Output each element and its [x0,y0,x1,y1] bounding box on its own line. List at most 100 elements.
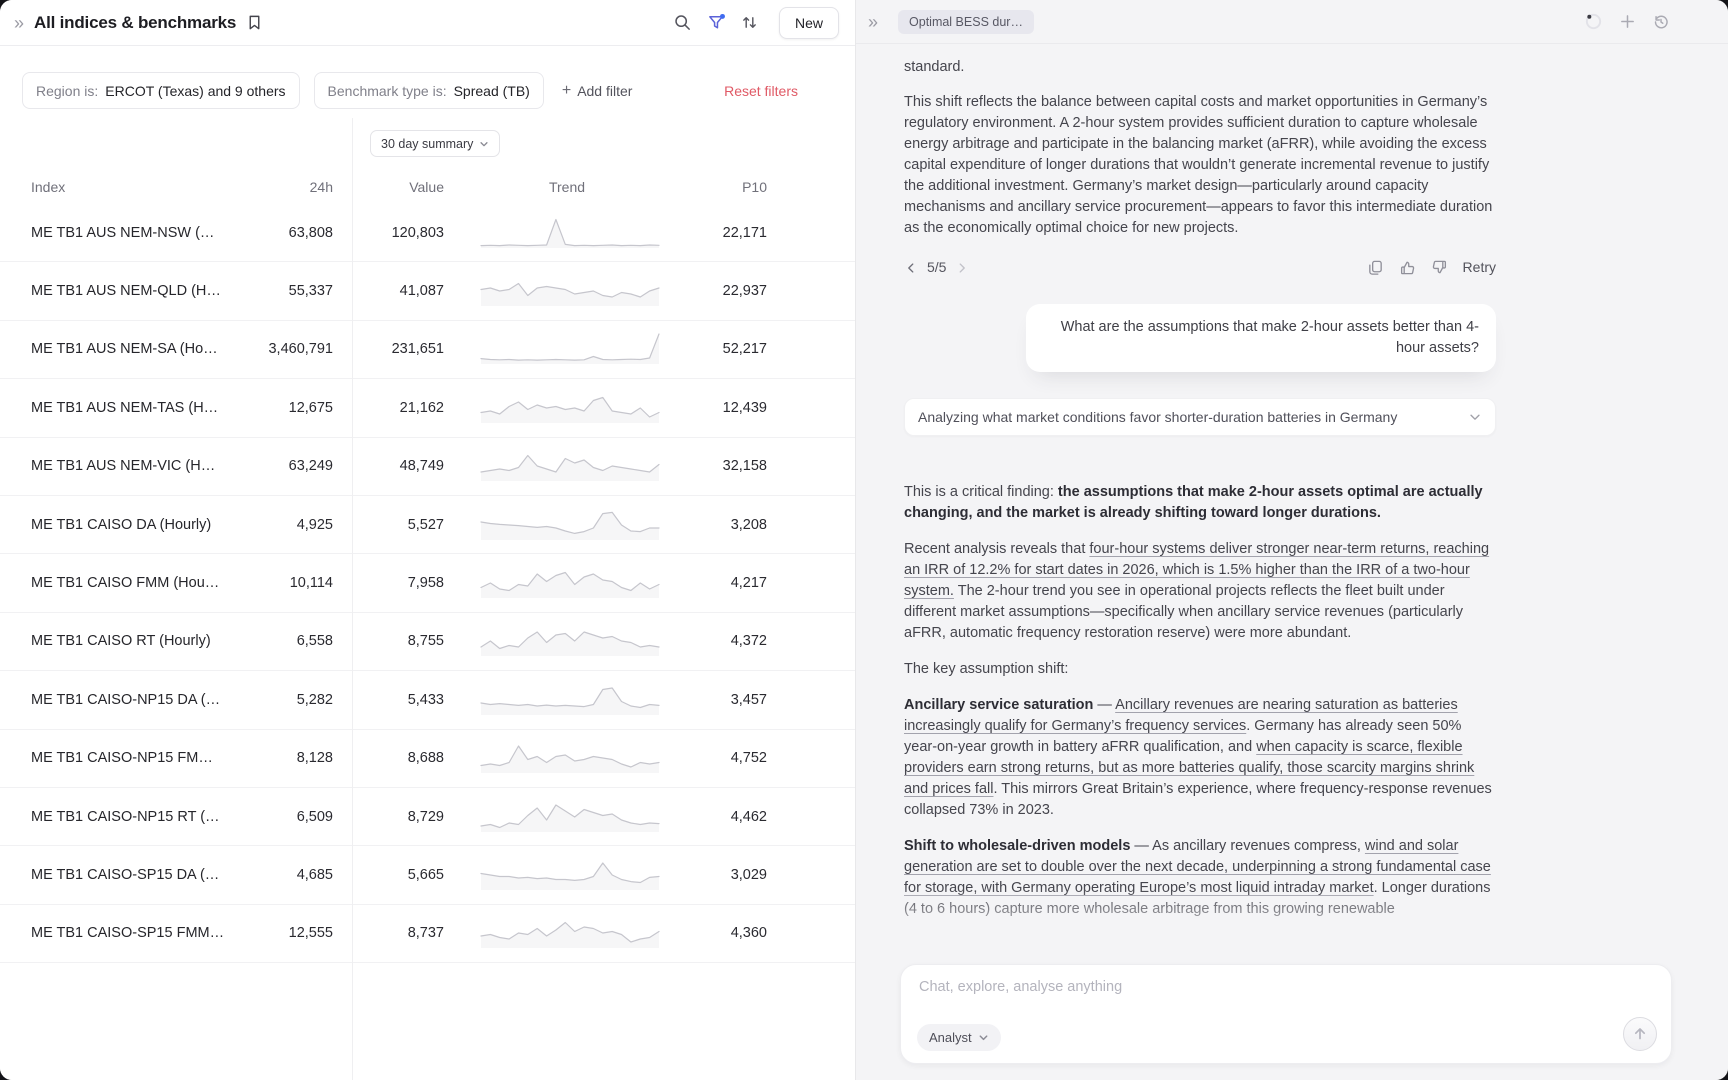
trend-sparkline [444,857,690,893]
new-chat-icon[interactable] [1619,13,1636,30]
add-filter-button[interactable]: + Add filter [561,81,633,99]
index-name: ME TB1 AUS NEM-SA (Ho… [31,341,218,358]
table-row[interactable]: ME TB1 AUS NEM-TAS (H… 12,675 21,162 12,… [0,379,855,438]
filter-pill-benchmark-type[interactable]: Benchmark type is: Spread (TB) [313,72,544,109]
citation-link[interactable]: Ancillary revenues are nearing saturatio… [904,697,1458,734]
search-icon[interactable] [673,13,692,32]
table-row[interactable]: ME TB1 CAISO FMM (Hou… 10,114 7,958 4,21… [0,554,855,613]
value: 41,087 [399,283,444,300]
panel-collapse-icon[interactable]: » [14,12,25,33]
bold-text: the assumptions that make 2-hour assets … [904,484,1483,521]
value: 8,755 [407,633,444,650]
copy-icon[interactable] [1367,259,1384,276]
column-header-p10[interactable]: P10 [742,179,767,195]
retry-button[interactable]: Retry [1462,259,1496,275]
trend-sparkline [444,507,690,543]
table-row[interactable]: ME TB1 CAISO-SP15 FMM… 12,555 8,737 4,36… [0,905,855,964]
reset-filters-button[interactable]: Reset filters [724,82,798,99]
24h-value: 3,460,791 [268,341,333,358]
24h-value: 12,675 [288,399,333,416]
chat-panel: » Optimal BESS dur… standard. This shift… [855,0,1728,1080]
text-segment: . Germany has already seen 50% year-on-y… [904,718,1462,755]
summary-period-dropdown[interactable]: 30 day summary [370,130,501,157]
assistant-paragraph: standard. [904,59,965,75]
index-name: ME TB1 CAISO-SP15 DA (… [31,866,220,883]
filter-value: Spread (TB) [453,82,530,99]
filter-label: Region is: [36,82,99,99]
24h-value: 8,128 [296,750,333,767]
text-segment: The key assumption shift: [904,661,1069,677]
history-icon[interactable] [1652,13,1670,31]
table-body: ME TB1 AUS NEM-NSW (… 63,808 120,803 22,… [0,204,855,964]
new-button[interactable]: New [778,6,839,39]
page-title: All indices & benchmarks [34,12,237,32]
table-row[interactable]: ME TB1 CAISO-NP15 RT (… 6,509 8,729 4,46… [0,788,855,847]
prev-response-icon[interactable] [904,261,918,275]
value: 120,803 [391,224,444,241]
trend-sparkline [444,448,690,484]
value: 8,729 [407,808,444,825]
mode-selector[interactable]: Analyst [917,1024,1001,1051]
mode-label: Analyst [929,1030,972,1045]
message-list: standard. This shift reflects the balanc… [904,44,1496,1080]
chat-header-actions [1584,12,1670,31]
bold-text: Ancillary service saturation [904,697,1094,713]
p10-value: 3,029 [730,866,767,883]
p10-value: 4,752 [730,750,767,767]
chevron-down-icon [1468,410,1482,424]
trend-sparkline [444,215,690,251]
table-row[interactable]: ME TB1 CAISO DA (Hourly) 4,925 5,527 3,2… [0,496,855,555]
column-header-trend[interactable]: Trend [548,179,586,195]
chevron-down-icon [480,141,488,146]
24h-value: 6,558 [296,633,333,650]
value: 8,688 [407,750,444,767]
citation-link[interactable]: when capacity is scarce, flexible provid… [904,739,1475,797]
table-header: Index 24h Value Trend P10 [0,170,855,204]
send-button[interactable] [1623,1017,1657,1051]
chat-composer: Analyst [900,964,1672,1064]
trend-sparkline [444,565,690,601]
24h-value: 4,925 [296,516,333,533]
24h-value: 12,555 [288,925,333,942]
table-row[interactable]: ME TB1 AUS NEM-QLD (H… 55,337 41,087 22,… [0,262,855,321]
thumbs-down-icon[interactable] [1431,259,1448,276]
sort-icon[interactable] [741,14,758,31]
filter-icon[interactable] [707,13,726,32]
24h-value: 5,282 [296,691,333,708]
index-name: ME TB1 AUS NEM-QLD (H… [31,283,221,300]
index-name: ME TB1 CAISO-NP15 FM… [31,750,213,767]
table-row[interactable]: ME TB1 AUS NEM-SA (Ho… 3,460,791 231,651… [0,321,855,380]
table-row[interactable]: ME TB1 AUS NEM-VIC (H… 63,249 48,749 32,… [0,438,855,496]
index-name: ME TB1 CAISO-NP15 DA (… [31,691,221,708]
index-name: ME TB1 CAISO-NP15 RT (… [31,808,220,825]
next-response-icon[interactable] [955,261,969,275]
filter-pill-region[interactable]: Region is: ERCOT (Texas) and 9 others [22,72,300,109]
table-row[interactable]: ME TB1 CAISO-NP15 DA (… 5,282 5,433 3,45… [0,671,855,730]
response-pagination: 5/5 [927,259,947,275]
header-actions: New [673,6,839,39]
column-header-24h[interactable]: 24h [309,179,333,195]
value: 231,651 [391,341,444,358]
column-header-value[interactable]: Value [409,179,444,195]
chat-input[interactable] [919,979,1611,995]
p10-value: 4,360 [730,925,767,942]
table-row[interactable]: ME TB1 CAISO RT (Hourly) 6,558 8,755 4,3… [0,613,855,672]
thumbs-up-icon[interactable] [1399,259,1416,276]
usage-indicator-icon[interactable] [1584,12,1603,31]
filter-label: Benchmark type is: [327,82,447,99]
p10-value: 22,937 [722,283,767,300]
citation-link[interactable]: four-hour systems deliver stronger near-… [904,541,1490,599]
answer-paragraphs: This is a critical finding: the assumpti… [904,482,1496,935]
chat-collapse-icon[interactable]: » [868,11,879,32]
chat-tab[interactable]: Optimal BESS dur… [898,9,1034,34]
24h-value: 10,114 [289,575,333,592]
bookmark-icon[interactable] [246,14,263,31]
table-row[interactable]: ME TB1 CAISO-SP15 DA (… 4,685 5,665 3,02… [0,846,855,905]
trend-sparkline [444,331,690,367]
analysis-accordion[interactable]: Analyzing what market conditions favor s… [904,398,1496,436]
table-row[interactable]: ME TB1 AUS NEM-NSW (… 63,808 120,803 22,… [0,204,855,263]
assistant-paragraph: Ancillary service saturation — Ancillary… [904,695,1496,821]
column-header-index[interactable]: Index [31,179,66,195]
table-row[interactable]: ME TB1 CAISO-NP15 FM… 8,128 8,688 4,752 [0,730,855,788]
